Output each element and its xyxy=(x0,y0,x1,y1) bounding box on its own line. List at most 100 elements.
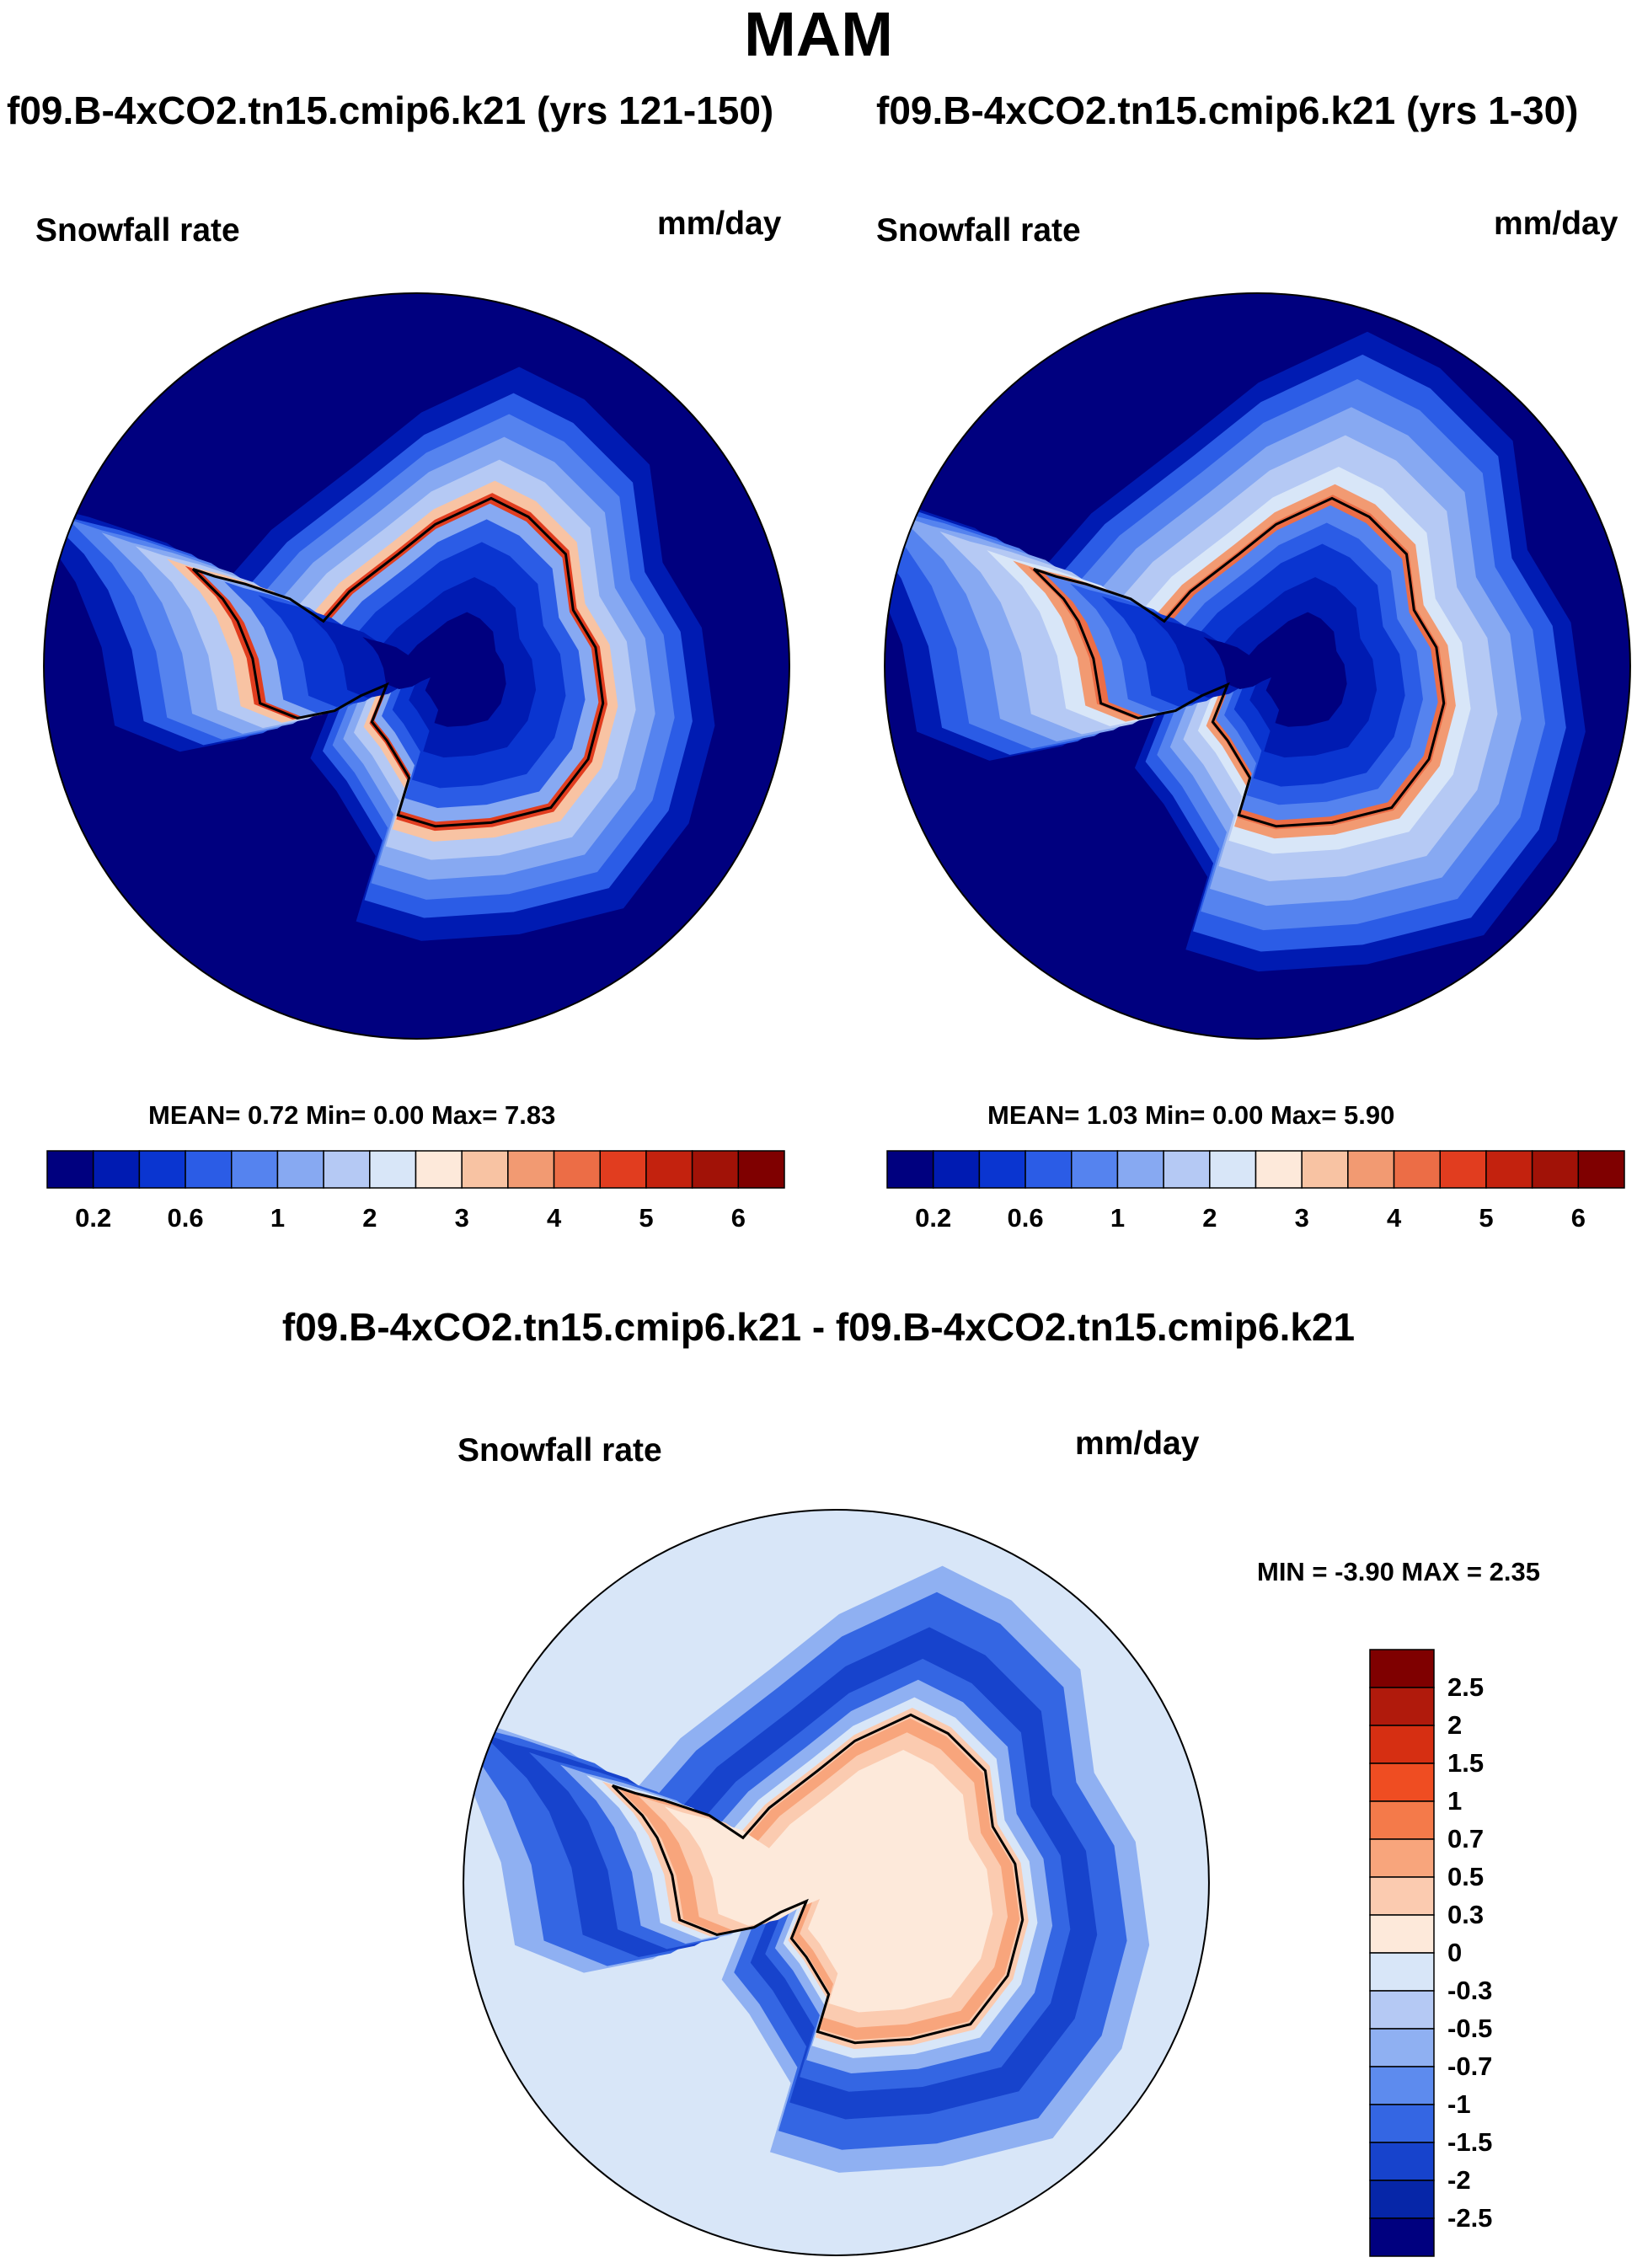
colorbar2-swatch-14 xyxy=(1531,1150,1580,1189)
colorbar2-tick-label: 4 xyxy=(1386,1203,1402,1233)
colorbar2-swatch-11 xyxy=(1393,1150,1441,1189)
colorbar3-swatch-6 xyxy=(1369,1876,1435,1916)
colorbar1-tick-label: 2 xyxy=(362,1203,377,1233)
colorbar3-swatch-9 xyxy=(1369,1990,1435,2030)
colorbar1-swatch-5 xyxy=(276,1150,324,1189)
colorbar1-tick-label: 0.2 xyxy=(75,1203,112,1233)
colorbar2-tick-label: 6 xyxy=(1570,1203,1586,1233)
panel2-stats: MEAN= 1.03 Min= 0.00 Max= 5.90 xyxy=(987,1100,1395,1130)
colorbar2-swatch-0 xyxy=(886,1150,934,1189)
colorbar3-swatch-13 xyxy=(1369,2142,1435,2181)
colorbar2-swatch-12 xyxy=(1439,1150,1487,1189)
colorbar1-swatch-0 xyxy=(46,1150,94,1189)
colorbar1-swatch-8 xyxy=(415,1150,463,1189)
panel3-variable-label: Snowfall rate xyxy=(457,1432,662,1468)
colorbar3-swatch-10 xyxy=(1369,2028,1435,2067)
colorbar1-swatch-13 xyxy=(645,1150,693,1189)
colorbar3-swatch-8 xyxy=(1369,1952,1435,1992)
colorbar-panel-2 xyxy=(886,1150,1625,1189)
colorbar3-swatch-4 xyxy=(1369,1800,1435,1840)
colorbar2-swatch-2 xyxy=(978,1150,1026,1189)
map3-contour-band-9 xyxy=(664,1750,993,2013)
colorbar2-swatch-4 xyxy=(1071,1150,1119,1189)
panel1-units-label: mm/day xyxy=(657,206,782,242)
map-panel-3 xyxy=(463,1509,1210,2256)
colorbar-panel-1 xyxy=(46,1150,785,1189)
figure-title: MAM xyxy=(744,0,893,69)
colorbar3-swatch-2 xyxy=(1369,1725,1435,1764)
colorbar2-swatch-5 xyxy=(1116,1150,1164,1189)
colorbar2-tick-label: 0.2 xyxy=(915,1203,952,1233)
colorbar3-swatch-5 xyxy=(1369,1838,1435,1878)
colorbar3-tick-label: 0.5 xyxy=(1447,1862,1485,1891)
panel1-variable-label: Snowfall rate xyxy=(35,212,240,249)
colorbar1-tick-label: 1 xyxy=(270,1203,286,1233)
colorbar3-tick-label: 0.7 xyxy=(1447,1824,1485,1853)
colorbar3-tick-label: 2 xyxy=(1447,1710,1463,1740)
colorbar3-swatch-0 xyxy=(1369,1649,1435,1688)
colorbar3-swatch-14 xyxy=(1369,2180,1435,2219)
colorbar2-tick-label: 1 xyxy=(1110,1203,1126,1233)
colorbar2-tick-label: 0.6 xyxy=(1007,1203,1044,1233)
colorbar-panel-3-ticks: 2.5 2 1.5 1 0.7 0.5 0.3 0 -0.3 -0.5 -0.7 -1 -1.5 -2 -2… xyxy=(1447,1650,1549,2256)
colorbar3-swatch-7 xyxy=(1369,1914,1435,1954)
colorbar1-swatch-1 xyxy=(92,1150,141,1189)
colorbar3-swatch-15 xyxy=(1369,2217,1435,2257)
colorbar2-swatch-8 xyxy=(1254,1150,1303,1189)
colorbar2-swatch-1 xyxy=(932,1150,981,1189)
panel1-title: f09.B-4xCO2.tn15.cmip6.k21 (yrs 121-150) xyxy=(7,88,774,132)
map2-map-border xyxy=(884,292,1631,1040)
map1-contour-band-11 xyxy=(362,612,506,727)
colorbar3-swatch-1 xyxy=(1369,1687,1435,1726)
panel3-title: f09.B-4xCO2.tn15.cmip6.k21 - f09.B-4xCO2… xyxy=(281,1305,1356,1349)
map3-coastline xyxy=(611,1713,1024,2045)
panel2-title: f09.B-4xCO2.tn15.cmip6.k21 (yrs 1-30) xyxy=(876,88,1579,132)
colorbar-panel-1-ticks: 0.2 0.6 1 2 3 4 5 6 xyxy=(47,1203,784,1237)
map-panel-2 xyxy=(884,292,1631,1040)
panel3-units-label: mm/day xyxy=(1075,1426,1200,1462)
map1-coastline xyxy=(191,496,605,828)
colorbar1-tick-label: 3 xyxy=(454,1203,469,1233)
colorbar2-swatch-7 xyxy=(1209,1150,1257,1189)
colorbar2-swatch-13 xyxy=(1485,1150,1533,1189)
colorbar3-tick-label: 0.3 xyxy=(1447,1900,1485,1929)
colorbar2-swatch-3 xyxy=(1024,1150,1073,1189)
colorbar2-swatch-9 xyxy=(1301,1150,1349,1189)
colorbar3-tick-label: 0 xyxy=(1447,1938,1463,1967)
colorbar-panel-3 xyxy=(1369,1649,1435,2257)
panel3-stats: MIN = -3.90 MAX = 2.35 xyxy=(1257,1557,1540,1586)
colorbar2-swatch-15 xyxy=(1577,1150,1625,1189)
map-panel-1 xyxy=(43,292,790,1040)
colorbar1-swatch-7 xyxy=(369,1150,417,1189)
colorbar1-tick-label: 4 xyxy=(546,1203,562,1233)
colorbar3-tick-label: -0.3 xyxy=(1447,1976,1493,2005)
colorbar3-tick-label: -2 xyxy=(1447,2165,1471,2195)
colorbar2-tick-label: 2 xyxy=(1202,1203,1217,1233)
panel1-stats: MEAN= 0.72 Min= 0.00 Max= 7.83 xyxy=(148,1100,556,1130)
colorbar2-tick-label: 5 xyxy=(1479,1203,1494,1233)
colorbar2-swatch-10 xyxy=(1347,1150,1395,1189)
map1-map-border xyxy=(43,292,790,1040)
colorbar1-swatch-14 xyxy=(691,1150,740,1189)
colorbar3-tick-label: -0.5 xyxy=(1447,2014,1493,2043)
colorbar1-tick-label: 5 xyxy=(639,1203,654,1233)
colorbar3-tick-label: 1 xyxy=(1447,1786,1463,1816)
colorbar3-swatch-11 xyxy=(1369,2066,1435,2105)
colorbar1-swatch-3 xyxy=(185,1150,233,1189)
colorbar3-swatch-12 xyxy=(1369,2104,1435,2143)
colorbar3-swatch-3 xyxy=(1369,1763,1435,1802)
colorbar3-tick-label: 2.5 xyxy=(1447,1672,1485,1702)
map2-contour-band-12 xyxy=(1203,612,1347,727)
panel2-variable-label: Snowfall rate xyxy=(876,212,1081,249)
colorbar1-swatch-2 xyxy=(138,1150,186,1189)
colorbar1-tick-label: 0.6 xyxy=(167,1203,204,1233)
colorbar1-tick-label: 6 xyxy=(730,1203,746,1233)
map3-map-border xyxy=(463,1509,1210,2256)
colorbar2-tick-label: 3 xyxy=(1294,1203,1309,1233)
colorbar3-tick-label: 1.5 xyxy=(1447,1748,1485,1778)
colorbar-panel-2-ticks: 0.2 0.6 1 2 3 4 5 6 xyxy=(887,1203,1624,1237)
map2-coastline xyxy=(1032,496,1446,828)
colorbar1-swatch-11 xyxy=(553,1150,601,1189)
panel2-units-label: mm/day xyxy=(1494,206,1618,242)
colorbar1-swatch-4 xyxy=(231,1150,279,1189)
